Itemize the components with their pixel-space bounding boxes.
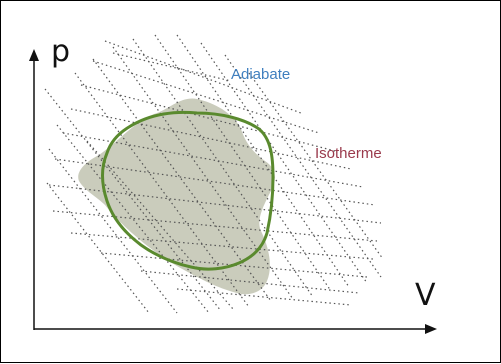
y-axis-arrow <box>29 49 39 61</box>
x-axis-arrow <box>425 324 437 334</box>
adiabat-label: Adiabate <box>231 66 290 83</box>
shaded-region <box>78 98 275 295</box>
isotherm-label: Isotherme <box>315 145 382 162</box>
x-axis-label: V <box>415 278 436 313</box>
cycle-outline <box>101 110 275 271</box>
y-axis-label: p <box>51 34 70 69</box>
